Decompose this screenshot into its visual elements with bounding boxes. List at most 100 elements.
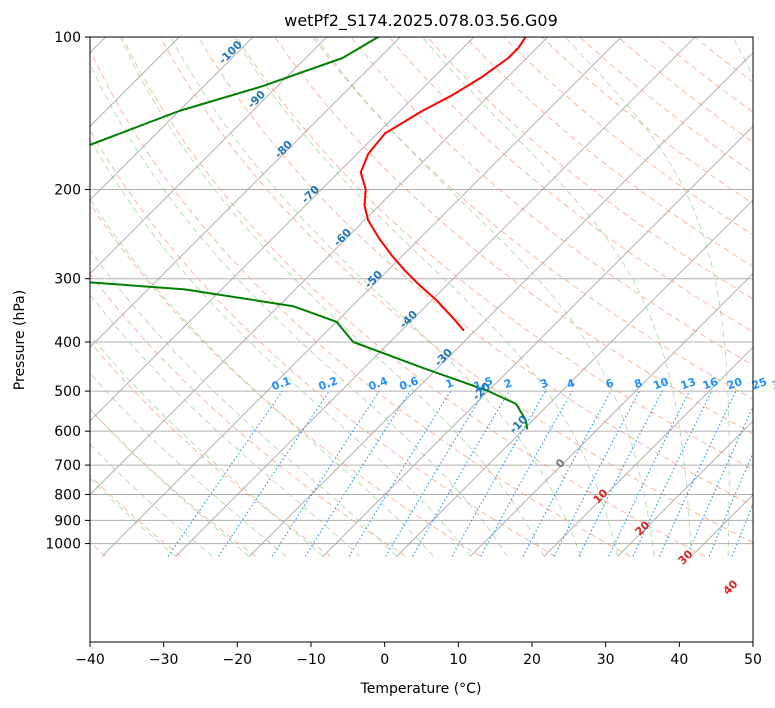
x-tick-label: 20 (523, 652, 541, 668)
x-tick-label: 50 (744, 652, 762, 668)
isotherm-line (90, 37, 549, 496)
isotherm-line (90, 37, 401, 348)
x-axis-label: Temperature (°C) (360, 681, 482, 697)
mixing-ratio-label: 1 (444, 376, 456, 391)
dry-adiabat-line (90, 49, 631, 557)
x-tick-label: −20 (223, 652, 253, 668)
y-axis-label: Pressure (hPa) (12, 290, 28, 390)
line-labels: 0.10.20.40.611.52346810131620253036-100-… (216, 38, 775, 598)
profile-lines (90, 37, 529, 430)
dry-adiabat-line (464, 37, 753, 268)
mixing-ratio-line (632, 390, 713, 557)
isotherm-line (248, 52, 753, 557)
plot-frame (89, 36, 754, 643)
mixing-ratio-label: 6 (604, 376, 616, 391)
isotherm-line (765, 26, 775, 557)
mixing-ratio-label: 0.2 (317, 374, 340, 393)
y-tick-label: 800 (54, 487, 81, 503)
dewpoint-profile-line (90, 37, 529, 430)
dry-adiabat-line (236, 37, 753, 471)
moist-adiabat-line (170, 37, 582, 557)
dry-adiabat-line (90, 202, 481, 557)
mixing-ratio-label: 0.6 (398, 374, 421, 393)
mixing-ratio-line (217, 390, 330, 557)
moist-adiabat-line (90, 372, 287, 557)
x-tick-label: −30 (149, 652, 179, 668)
y-tick-label: 400 (54, 335, 81, 351)
y-tick-label: 900 (54, 513, 81, 529)
y-tick-label: 1000 (45, 537, 81, 553)
isotherm-line (543, 346, 753, 557)
mixing-ratio-label: 10 (652, 375, 671, 393)
mixing-ratio-line (708, 451, 753, 557)
y-tick-label: 100 (54, 30, 81, 46)
mixing-ratio-label: 20 (725, 375, 744, 393)
x-tick-label: −10 (296, 652, 326, 668)
y-tick-label: 500 (54, 384, 81, 400)
dry-adiabat-line (90, 129, 556, 557)
y-axis: 1000 900 800 700 600 500 400 300 200 100 (45, 30, 90, 553)
moist-adiabat-line (422, 37, 692, 557)
moist-adiabat-line (90, 293, 361, 557)
moist-adiabat-line (233, 37, 619, 557)
isotherm-line (90, 37, 328, 275)
mixing-ratio-line (385, 390, 485, 557)
mixing-ratio-line (167, 390, 283, 557)
mixing-ratio-label: 16 (701, 375, 720, 393)
moist-adiabat-line (90, 443, 213, 557)
dry-adiabat-line (426, 37, 753, 300)
mixing-ratio-line (271, 390, 380, 557)
x-tick-label: 30 (597, 652, 615, 668)
isotherm-line (396, 199, 753, 557)
dry-adiabat-line (159, 37, 753, 544)
isotherm-line (617, 420, 753, 557)
mixing-ratio-label: 1.5 (472, 374, 495, 393)
moist-adiabat-line (90, 62, 508, 557)
mixing-ratio-label: 8 (632, 376, 644, 391)
mixing-ratio-label: 2 (502, 376, 514, 391)
dry-adiabat-line (274, 37, 753, 435)
isotherm-line (322, 125, 753, 557)
moist-adiabat-line (90, 198, 434, 557)
mixing-ratio-label: 0.1 (270, 374, 293, 393)
y-tick-label: 700 (54, 458, 81, 474)
mixing-ratio-label: 3 (538, 376, 550, 391)
x-tick-label: 0 (380, 652, 389, 668)
isotherm-line (90, 37, 475, 422)
dry-adiabat-line (121, 37, 706, 557)
moist-adiabat-line (564, 37, 730, 557)
x-tick-label: 40 (670, 652, 688, 668)
y-tick-label: 200 (54, 182, 81, 198)
moist-adiabat-line (90, 249, 397, 557)
x-tick-label: 10 (449, 652, 467, 668)
moist-adiabat-line (119, 37, 545, 557)
isotherm-line (469, 273, 753, 557)
moist-adiabat-line (315, 37, 655, 557)
isotherm-line (90, 37, 180, 127)
temperature-profile-line (359, 37, 527, 332)
mixing-ratio-label: 4 (565, 376, 577, 391)
mixing-ratio-label: 0.4 (367, 374, 390, 393)
mixing-ratio-label: 25 (750, 375, 769, 392)
x-axis: −40 −30 −20 −10 0 10 20 30 40 50 (75, 642, 762, 668)
chart-title: wetPf2_S174.2025.078.03.56.G09 (284, 11, 558, 31)
moist-adiabat-line (90, 408, 250, 557)
isotherm-line (175, 37, 696, 557)
dry-adiabat-line (90, 273, 406, 557)
dry-adiabat-line (197, 37, 753, 507)
mixing-ratio-line (522, 390, 612, 557)
x-tick-label: −40 (75, 652, 105, 668)
dry-adiabat-line (312, 37, 753, 400)
y-tick-label: 300 (54, 272, 81, 288)
y-tick-label: 600 (54, 424, 81, 440)
moist-adiabat-line (90, 334, 324, 557)
mixing-ratio-line (451, 390, 546, 557)
moist-adiabat-line (90, 477, 176, 557)
isotherm-line (101, 37, 622, 557)
mixing-ratio-line (480, 390, 573, 557)
background-lines (90, 26, 775, 557)
mixing-ratio-line (659, 390, 737, 557)
dry-adiabat-line (90, 408, 257, 557)
mixing-ratio-label: 13 (679, 375, 698, 392)
